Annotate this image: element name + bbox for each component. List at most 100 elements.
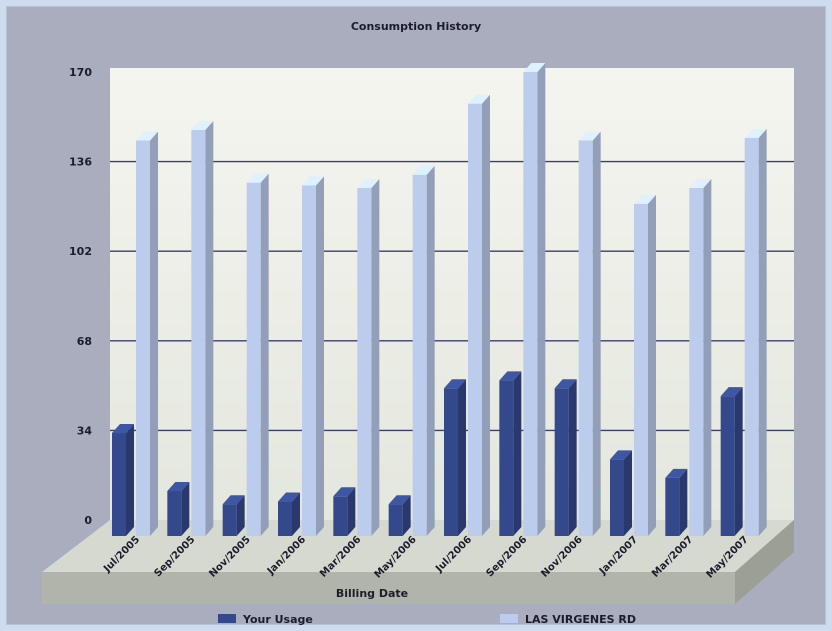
bar-las-virgenes-rd-top bbox=[191, 120, 214, 130]
bar-your-usage bbox=[499, 371, 522, 536]
bar-your-usage-side bbox=[347, 487, 356, 536]
bar-your-usage-top bbox=[222, 495, 245, 505]
bar-your-usage-top bbox=[554, 379, 577, 389]
bar-las-virgenes-rd-side bbox=[592, 131, 601, 537]
bar-your-usage-top bbox=[499, 371, 522, 381]
bar-your-usage-front bbox=[112, 433, 126, 536]
bar-your-usage-side bbox=[236, 495, 245, 536]
bar-las-virgenes-rd-side bbox=[260, 173, 269, 536]
bar-your-usage-top bbox=[388, 495, 411, 505]
bar-las-virgenes-rd-front bbox=[689, 187, 704, 536]
bar-your-usage-side bbox=[679, 468, 688, 536]
bar-las-virgenes-rd-side bbox=[703, 178, 712, 536]
bar-las-virgenes-rd-top bbox=[744, 128, 767, 138]
bar-your-usage-top bbox=[112, 424, 134, 434]
bar-las-virgenes-rd-front bbox=[744, 137, 759, 536]
chart-title: Consumption History bbox=[351, 20, 481, 33]
bar-your-usage-front bbox=[610, 459, 624, 536]
bar-your-usage bbox=[333, 487, 356, 536]
bar-las-virgenes-rd bbox=[136, 131, 158, 537]
bar-las-virgenes-rd-top bbox=[357, 178, 380, 188]
bar-las-virgenes-rd bbox=[246, 173, 269, 536]
bar-las-virgenes-rd-top bbox=[246, 173, 269, 183]
bar-las-virgenes-rd-front bbox=[578, 140, 593, 537]
bar-your-usage bbox=[112, 424, 134, 536]
bar-your-usage bbox=[554, 379, 577, 536]
bar-las-virgenes-rd-top bbox=[136, 131, 158, 141]
bar-las-virgenes-rd bbox=[634, 194, 656, 536]
bar-your-usage-side bbox=[402, 495, 411, 536]
bar-your-usage bbox=[665, 468, 688, 536]
bar-las-virgenes-rd-side bbox=[426, 165, 435, 536]
bar-las-virgenes-rd bbox=[578, 131, 601, 537]
bar-your-usage-side bbox=[624, 450, 632, 536]
bar-las-virgenes-rd-front bbox=[357, 187, 372, 536]
bar-las-virgenes-rd-front bbox=[246, 182, 261, 536]
bar-las-virgenes-rd bbox=[468, 94, 490, 536]
bar-las-virgenes-rd-front bbox=[523, 72, 538, 536]
y-tick-label: 68 bbox=[77, 335, 92, 348]
bar-your-usage bbox=[167, 482, 190, 536]
bar-las-virgenes-rd bbox=[302, 176, 324, 537]
bar-your-usage-top bbox=[167, 482, 190, 492]
bar-your-usage bbox=[278, 492, 300, 536]
bar-your-usage-front bbox=[720, 396, 735, 536]
y-tick-label: 136 bbox=[69, 156, 92, 169]
bar-your-usage bbox=[222, 495, 245, 536]
y-tick-label: 102 bbox=[69, 245, 92, 258]
bar-las-virgenes-rd-side bbox=[371, 178, 380, 536]
bar-your-usage-top bbox=[720, 387, 743, 397]
legend-swatch-your-usage bbox=[218, 614, 236, 623]
y-tick-label: 170 bbox=[69, 66, 92, 79]
bar-las-virgenes-rd-front bbox=[412, 174, 427, 536]
bar-your-usage-front bbox=[499, 380, 514, 536]
bar-las-virgenes-rd-top bbox=[302, 176, 324, 186]
bar-your-usage-side bbox=[568, 379, 577, 536]
plot-floor-front bbox=[42, 572, 735, 604]
bar-your-usage-front bbox=[388, 504, 403, 536]
bar-las-virgenes-rd-side bbox=[482, 94, 490, 536]
bar-las-virgenes-rd bbox=[412, 165, 435, 536]
bar-las-virgenes-rd bbox=[357, 178, 380, 536]
bar-your-usage-front bbox=[167, 491, 182, 536]
bar-your-usage-side bbox=[458, 379, 466, 536]
bar-las-virgenes-rd-front bbox=[468, 103, 482, 536]
bar-your-usage-top bbox=[610, 450, 632, 460]
legend-label-las-virgenes-rd: LAS VIRGENES RD bbox=[525, 613, 636, 626]
bar-your-usage-top bbox=[278, 492, 300, 502]
y-tick-label: 0 bbox=[84, 514, 92, 527]
bar-las-virgenes-rd bbox=[689, 178, 712, 536]
bar-your-usage-front bbox=[554, 388, 569, 536]
bar-your-usage-front bbox=[278, 501, 292, 536]
bar-your-usage-side bbox=[292, 492, 300, 536]
bar-las-virgenes-rd-side bbox=[758, 128, 767, 536]
bar-las-virgenes-rd-front bbox=[634, 203, 648, 536]
bar-las-virgenes-rd-side bbox=[316, 176, 324, 537]
bar-your-usage bbox=[444, 379, 466, 536]
bar-las-virgenes-rd-top bbox=[523, 63, 546, 72]
bar-las-virgenes-rd-top bbox=[412, 165, 435, 175]
bar-your-usage-front bbox=[333, 496, 348, 536]
plot-floor-side bbox=[735, 520, 794, 604]
bar-las-virgenes-rd-top bbox=[578, 131, 601, 141]
bar-las-virgenes-rd-top bbox=[634, 194, 656, 204]
bar-your-usage bbox=[610, 450, 632, 536]
legend-swatch-las-virgenes-rd bbox=[500, 614, 518, 623]
bar-your-usage-side bbox=[734, 387, 743, 536]
y-tick-label: 34 bbox=[77, 424, 93, 437]
bar-las-virgenes-rd-top bbox=[468, 94, 490, 104]
bar-las-virgenes-rd-side bbox=[537, 63, 546, 536]
bar-las-virgenes-rd-front bbox=[136, 140, 150, 537]
bar-las-virgenes-rd-side bbox=[648, 194, 656, 536]
bar-las-virgenes-rd bbox=[744, 128, 767, 536]
bar-your-usage bbox=[388, 495, 411, 536]
bar-las-virgenes-rd-front bbox=[302, 185, 316, 537]
bar-las-virgenes-rd bbox=[191, 120, 214, 536]
legend-label-your-usage: Your Usage bbox=[242, 613, 313, 626]
x-axis-label: Billing Date bbox=[336, 587, 408, 600]
bar-las-virgenes-rd-side bbox=[205, 120, 214, 536]
bar-your-usage-top bbox=[665, 468, 688, 478]
bar-las-virgenes-rd bbox=[523, 63, 546, 536]
bar-your-usage-front bbox=[665, 477, 680, 536]
